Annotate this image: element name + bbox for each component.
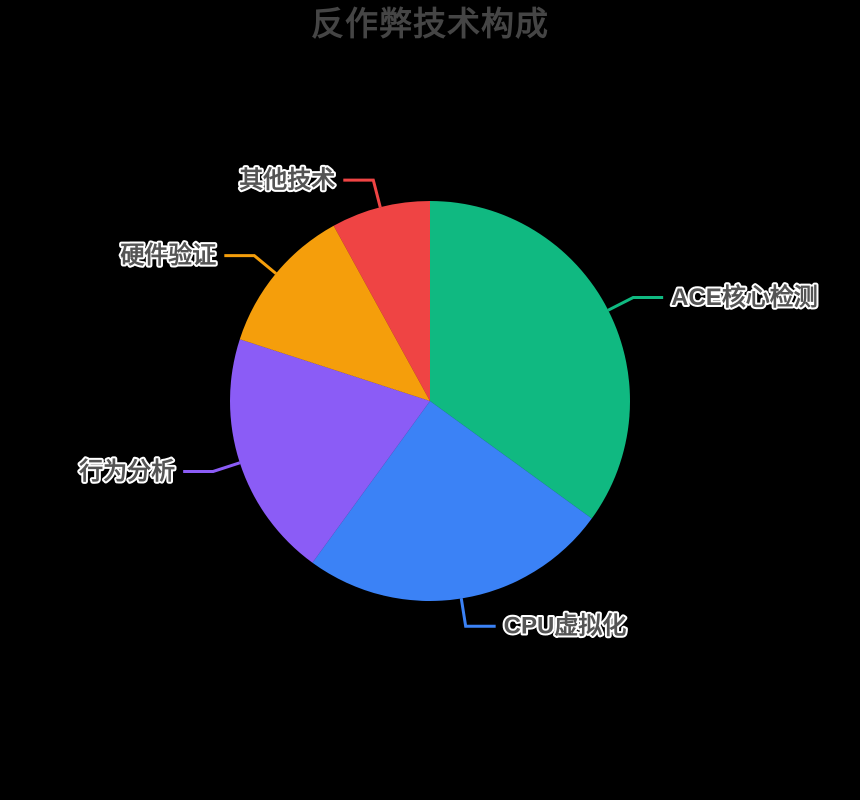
pie-slice-label-0: ACE核心检测 xyxy=(671,283,818,311)
leader-line-2 xyxy=(183,461,241,473)
leader-line-3 xyxy=(224,254,277,275)
pie-slice-4[interactable] xyxy=(333,201,430,401)
chart-title: 反作弊技术构成 xyxy=(311,5,549,42)
leader-line-1 xyxy=(459,598,496,628)
pie-slice-3[interactable] xyxy=(239,225,430,401)
pie-slice-0[interactable] xyxy=(430,201,630,519)
pie-slice-2[interactable] xyxy=(230,339,430,563)
pie-slice-label-4: 其他技术 xyxy=(239,167,335,194)
leader-line-4 xyxy=(343,178,382,208)
pie-slice-label-3: 硬件验证 xyxy=(120,241,216,269)
leader-line-0 xyxy=(607,295,664,312)
pie-slice-label-2: 行为分析 xyxy=(78,457,175,485)
pie-slice-1[interactable] xyxy=(312,401,592,601)
pie-slice-label-1: CPU虚拟化 xyxy=(504,612,627,640)
